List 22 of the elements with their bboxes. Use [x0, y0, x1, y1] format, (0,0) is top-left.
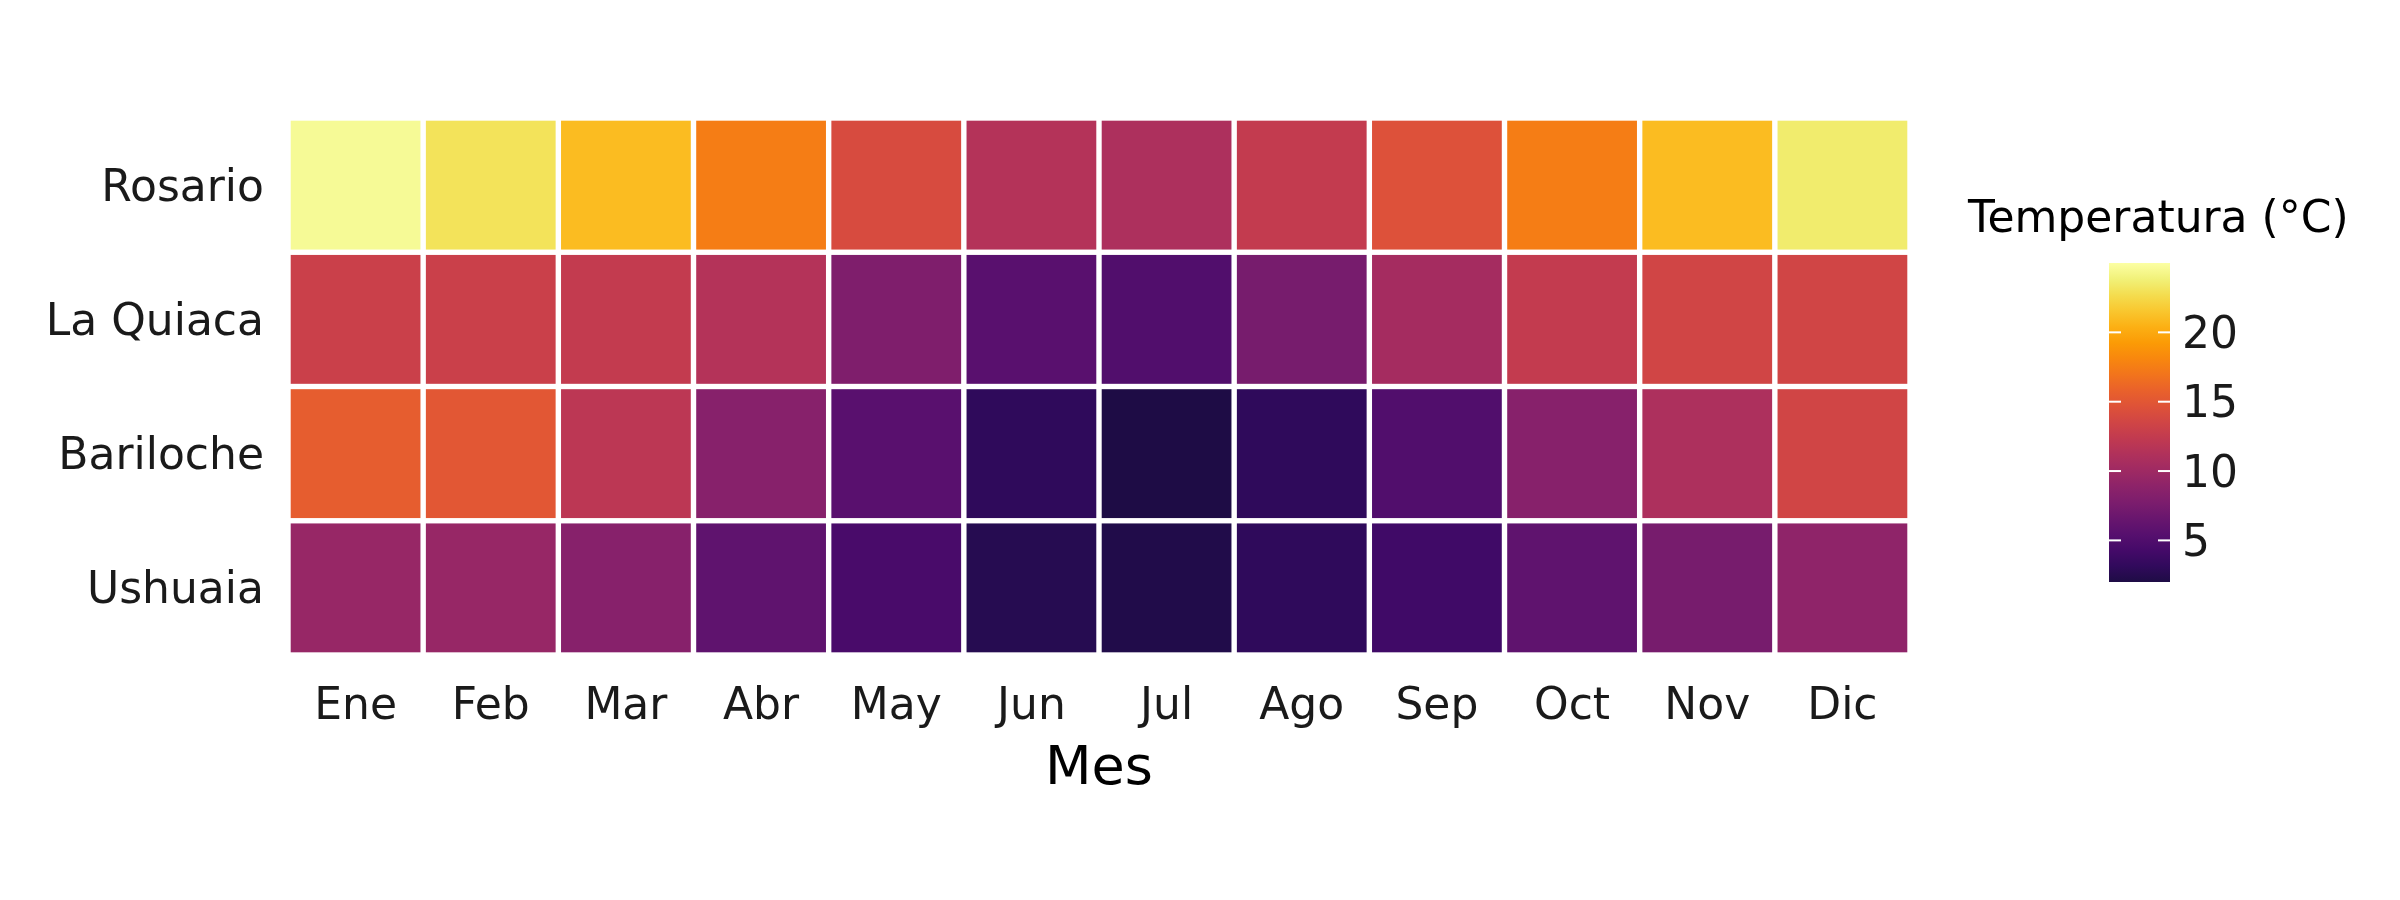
x-tick-label: Abr	[723, 677, 801, 729]
x-tick-label: Ago	[1259, 677, 1345, 729]
color-bar-label: 5	[2182, 514, 2210, 566]
color-bar-label: 15	[2182, 376, 2238, 428]
x-axis-title: Mes	[1045, 733, 1153, 797]
x-tick-label: Feb	[451, 677, 530, 729]
color-bar-label: 10	[2182, 445, 2238, 497]
x-tick-label: Oct	[1534, 677, 1611, 729]
y-tick-label: Rosario	[101, 159, 264, 211]
y-tick-label: Ushuaia	[86, 562, 264, 614]
x-tick-label: Mar	[584, 677, 669, 729]
x-tick-label: Ene	[314, 677, 397, 729]
color-bar-label: 20	[2182, 306, 2238, 358]
x-tick-label: Jun	[994, 677, 1066, 729]
x-tick-label: Sep	[1395, 677, 1479, 729]
x-tick-label: May	[850, 677, 942, 729]
x-tick-label: Nov	[1664, 677, 1751, 729]
x-tick-label: Jul	[1137, 677, 1194, 729]
color-bar-title: Temperatura (°C)	[1967, 190, 2349, 242]
x-tick-label: Dic	[1807, 677, 1878, 729]
y-tick-label: Bariloche	[58, 428, 264, 480]
y-tick-label: La Quiaca	[45, 293, 264, 345]
